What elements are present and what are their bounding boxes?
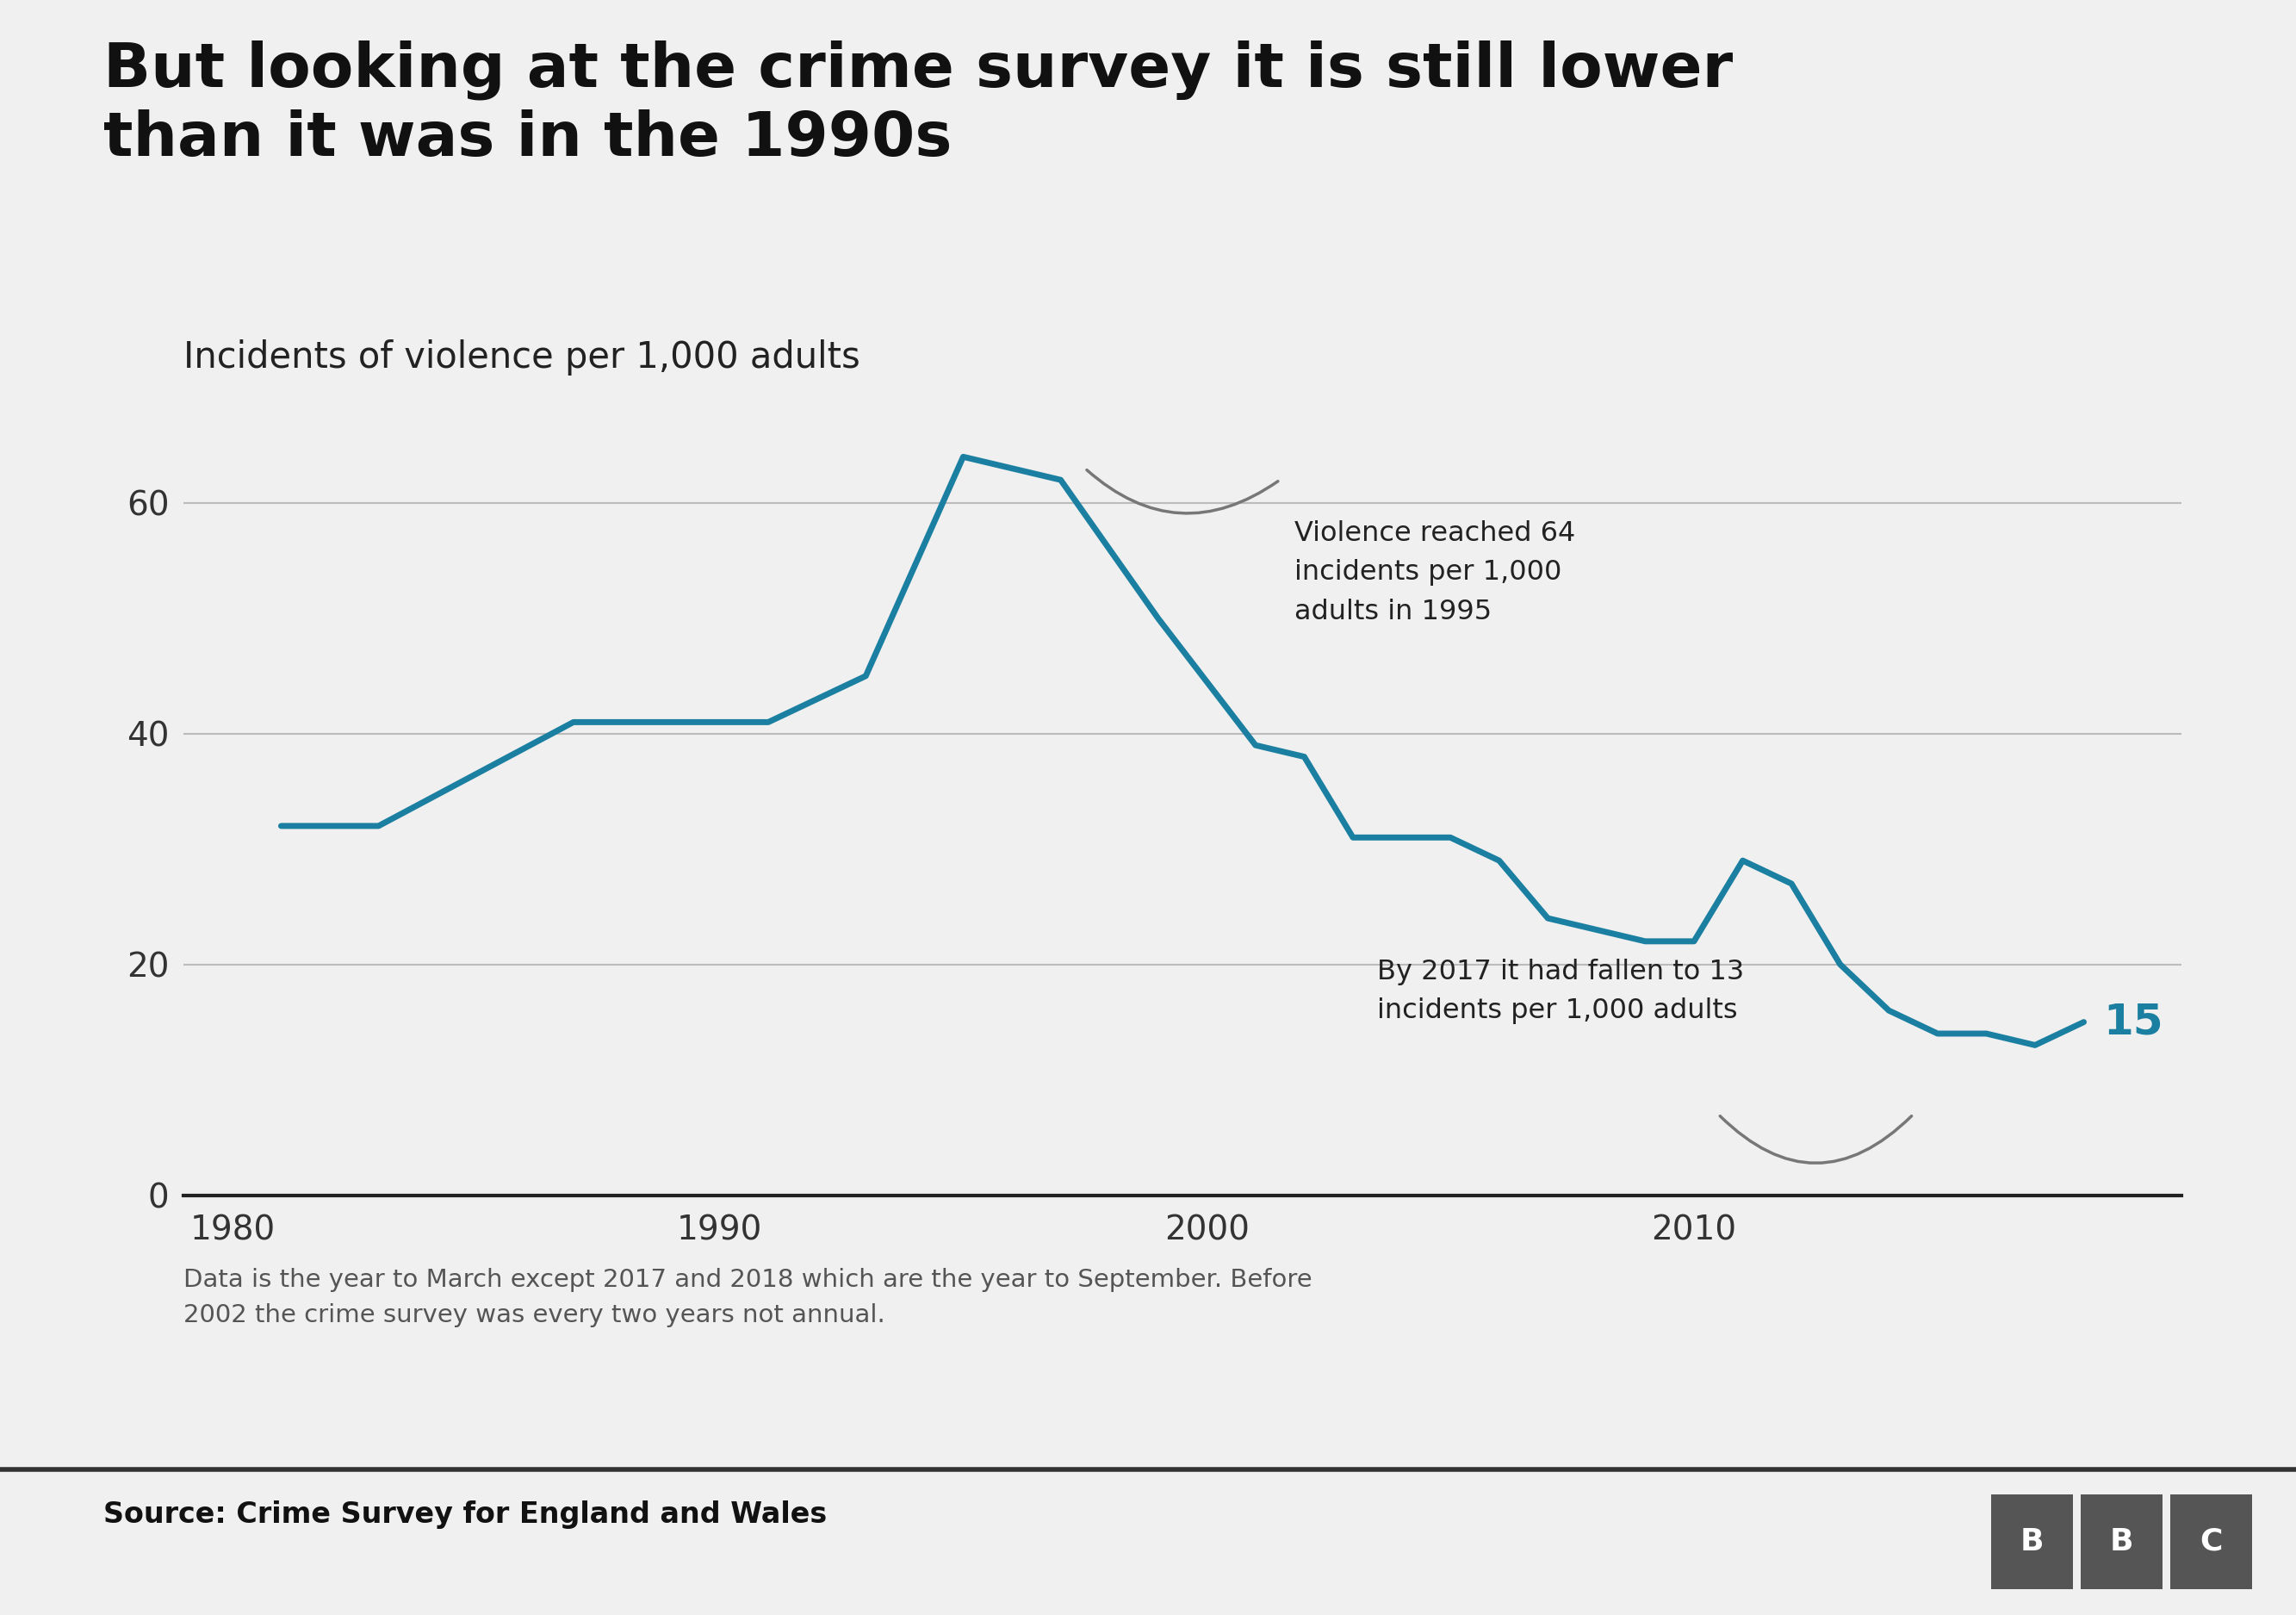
Bar bbox=[2080, 1494, 2163, 1589]
Text: Source: Crime Survey for England and Wales: Source: Crime Survey for England and Wal… bbox=[103, 1500, 827, 1529]
Text: Data is the year to March except 2017 and 2018 which are the year to September. : Data is the year to March except 2017 an… bbox=[184, 1268, 1313, 1328]
Text: B: B bbox=[2020, 1526, 2043, 1557]
Bar bbox=[1991, 1494, 2073, 1589]
Text: B: B bbox=[2110, 1526, 2133, 1557]
Text: Incidents of violence per 1,000 adults: Incidents of violence per 1,000 adults bbox=[184, 339, 861, 375]
Text: By 2017 it had fallen to 13
incidents per 1,000 adults: By 2017 it had fallen to 13 incidents pe… bbox=[1378, 959, 1745, 1024]
Text: C: C bbox=[2200, 1526, 2223, 1557]
Bar bbox=[2170, 1494, 2252, 1589]
Text: But looking at the crime survey it is still lower
than it was in the 1990s: But looking at the crime survey it is st… bbox=[103, 40, 1733, 170]
Text: Violence reached 64
incidents per 1,000
adults in 1995: Violence reached 64 incidents per 1,000 … bbox=[1295, 520, 1575, 625]
Text: 15: 15 bbox=[2103, 1001, 2163, 1043]
